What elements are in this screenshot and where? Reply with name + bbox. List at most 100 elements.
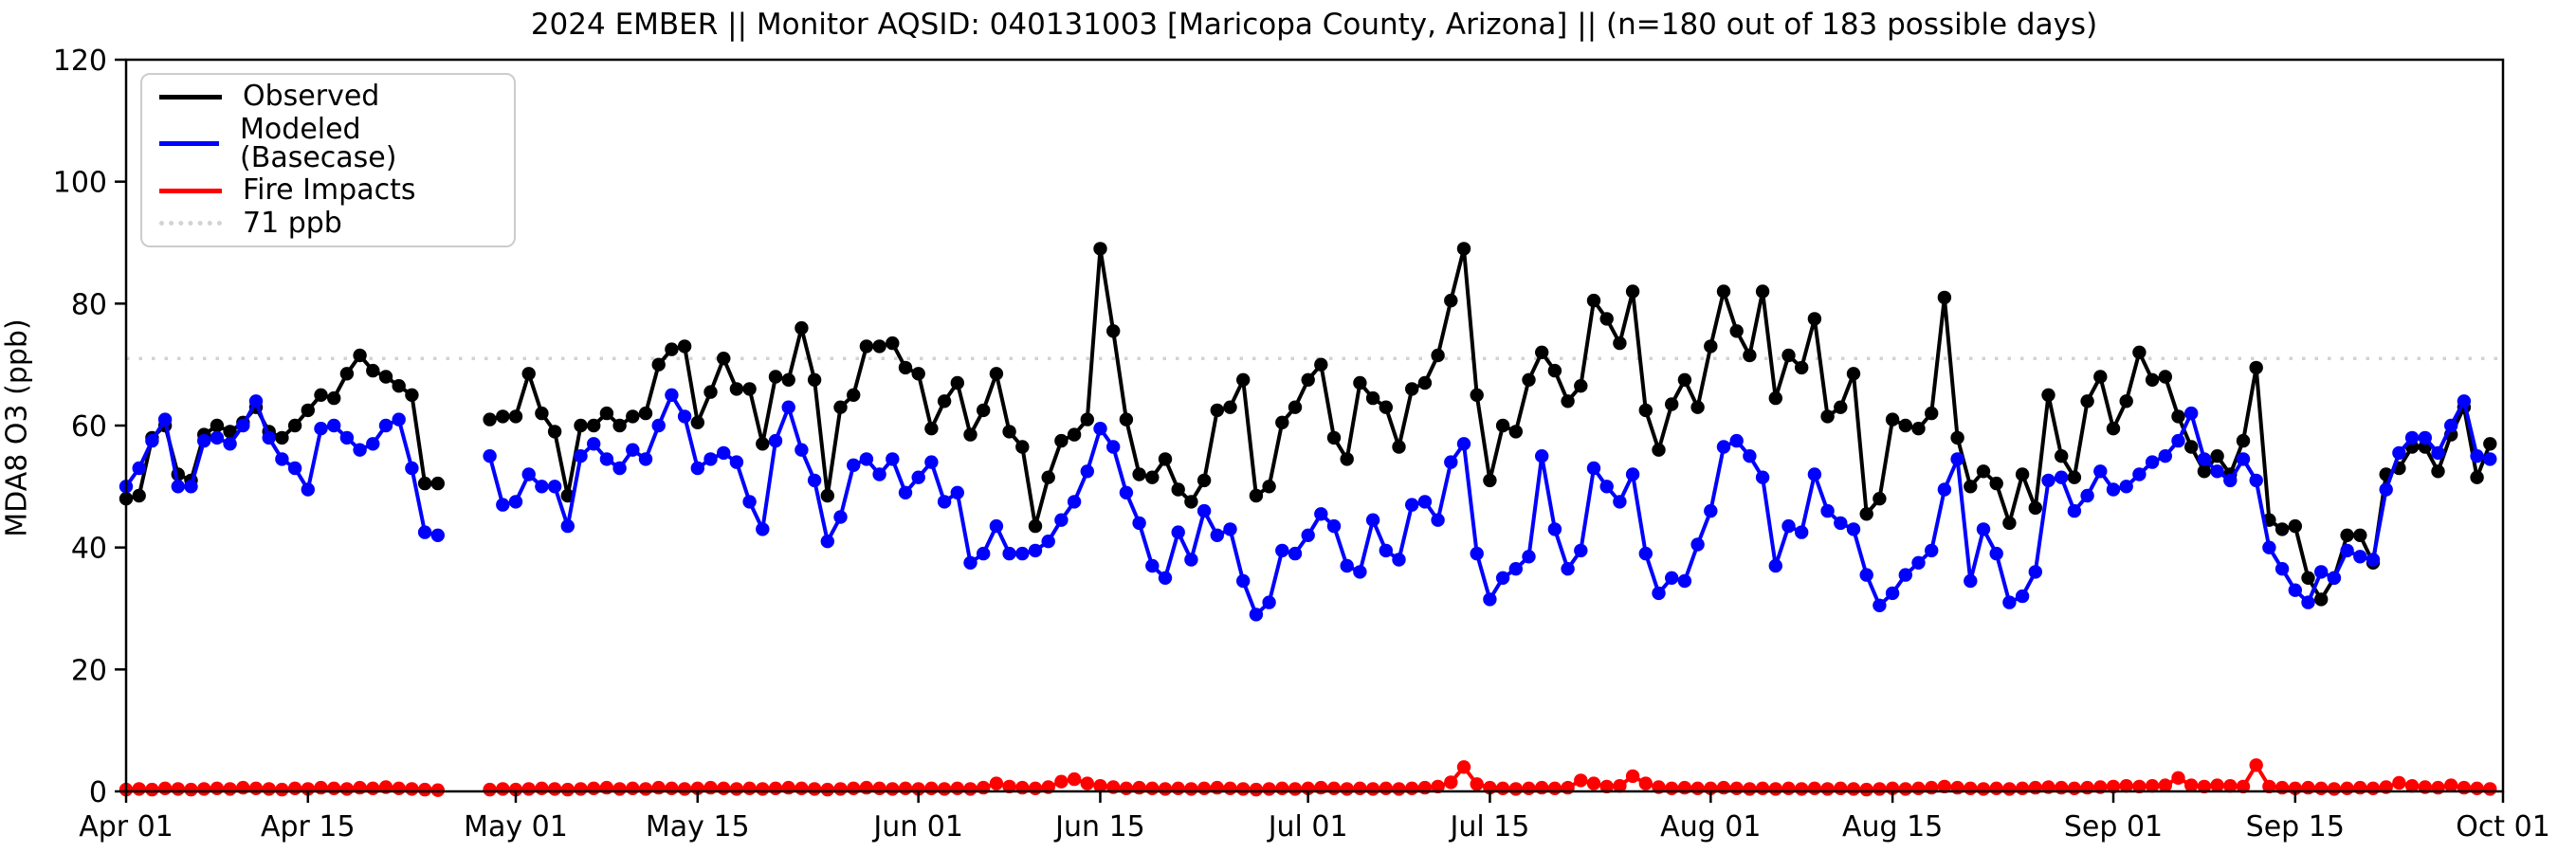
series-modeled-marker xyxy=(339,430,355,445)
series-modeled-marker xyxy=(483,449,497,463)
series-observed xyxy=(119,242,2497,607)
series-observed-marker xyxy=(1132,467,1146,481)
series-observed-marker xyxy=(1547,363,1562,378)
fire-line-icon xyxy=(159,188,222,193)
series-observed-marker xyxy=(1898,418,1913,433)
series-modeled-marker xyxy=(2145,455,2160,469)
series-modeled-marker xyxy=(2106,482,2121,497)
series-observed-marker xyxy=(1093,242,1107,256)
series-fire-marker xyxy=(795,781,809,795)
series-fire-marker xyxy=(145,782,159,797)
series-modeled-marker xyxy=(314,422,328,436)
series-observed-marker xyxy=(1729,324,1744,338)
series-observed-marker xyxy=(1859,507,1873,521)
y-axis-title: MDA8 O3 (ppb) xyxy=(0,318,34,537)
series-fire-marker xyxy=(1197,781,1212,795)
series-observed-marker xyxy=(677,339,692,354)
series-fire-marker xyxy=(1781,781,1796,795)
series-fire-marker xyxy=(327,781,341,795)
series-fire-marker xyxy=(833,782,848,796)
series-fire-marker xyxy=(1522,781,1536,795)
series-fire-marker xyxy=(1989,781,2003,795)
series-fire-marker xyxy=(508,782,523,797)
series-observed-marker xyxy=(1365,390,1380,406)
series-observed-marker xyxy=(2106,422,2121,436)
series-fire-marker xyxy=(1470,777,1484,791)
series-modeled-marker xyxy=(1444,455,1458,469)
series-modeled-marker xyxy=(236,418,250,433)
series-modeled-marker xyxy=(171,480,185,494)
series-observed-marker xyxy=(1522,372,1536,387)
series-modeled-marker xyxy=(2418,430,2432,445)
series-modeled-marker xyxy=(1093,422,1107,436)
series-observed-marker xyxy=(1405,382,1419,396)
series-observed-marker xyxy=(417,476,432,491)
y-tick-label: 80 xyxy=(71,288,107,321)
series-observed-marker xyxy=(1067,427,1082,442)
series-modeled-marker xyxy=(1236,573,1251,589)
series-modeled-marker xyxy=(2119,480,2133,494)
series-observed-marker xyxy=(2171,409,2185,424)
series-modeled-marker xyxy=(574,449,588,463)
series-observed-marker xyxy=(742,382,757,396)
series-fire-marker xyxy=(2158,778,2172,792)
series-observed-marker xyxy=(1249,488,1264,503)
series-observed-marker xyxy=(392,379,406,393)
series-fire-marker xyxy=(1613,779,1627,793)
series-fire-marker xyxy=(1392,782,1406,796)
series-observed-marker xyxy=(717,352,731,366)
series-observed-marker xyxy=(1015,440,1030,454)
series-modeled-marker xyxy=(638,452,653,466)
legend-item-modeled: Modeled (Basecase) xyxy=(142,112,514,174)
series-modeled-marker xyxy=(2197,452,2212,466)
series-modeled-marker xyxy=(1599,480,1614,494)
series-observed-marker xyxy=(1561,394,1575,408)
series-observed-marker xyxy=(1288,400,1303,414)
series-observed-marker xyxy=(1028,518,1043,534)
series-modeled-marker xyxy=(1665,571,1679,585)
series-fire-marker xyxy=(1755,781,1770,795)
y-tick-label: 100 xyxy=(53,167,107,200)
series-modeled-marker xyxy=(924,455,939,469)
x-tick-label: May 01 xyxy=(464,810,568,844)
series-fire-marker xyxy=(1184,782,1198,796)
series-observed-marker xyxy=(1834,400,1848,414)
series-observed-marker xyxy=(2015,467,2030,481)
series-fire-marker xyxy=(1898,782,1913,796)
series-observed-marker xyxy=(1704,339,1718,354)
series-fire-marker xyxy=(1690,781,1705,795)
series-fire-marker xyxy=(847,781,861,795)
series-fire-marker xyxy=(2197,779,2212,794)
series-fire-marker xyxy=(729,782,744,796)
series-modeled-marker xyxy=(1041,535,1055,549)
series-modeled-marker xyxy=(872,467,886,481)
legend-label: Modeled (Basecase) xyxy=(240,112,397,174)
x-tick-label: Sep 01 xyxy=(2064,810,2163,844)
series-observed-marker xyxy=(1444,293,1458,308)
series-fire-marker xyxy=(1873,782,1887,796)
series-fire-marker xyxy=(1508,782,1524,796)
series-modeled-marker xyxy=(1483,592,1497,607)
series-modeled-marker xyxy=(1132,516,1146,531)
series-observed-marker xyxy=(2340,528,2354,542)
series-fire-marker xyxy=(2262,779,2276,794)
series-observed-marker xyxy=(703,385,718,399)
series-observed-marker xyxy=(275,430,289,445)
series-modeled-marker xyxy=(2249,473,2263,488)
series-modeled-marker xyxy=(2015,589,2030,604)
series-modeled-marker xyxy=(535,480,549,494)
series-observed-marker xyxy=(574,418,588,433)
series-modeled-marker xyxy=(1288,546,1303,561)
series-modeled-marker xyxy=(807,473,822,488)
series-observed-marker xyxy=(2483,437,2497,451)
series-fire-marker xyxy=(677,782,692,796)
series-modeled-marker xyxy=(1989,546,2003,561)
series-modeled-marker xyxy=(1417,495,1433,509)
series-modeled-marker xyxy=(2158,449,2172,463)
series-modeled-marker xyxy=(1301,528,1315,542)
series-modeled-marker xyxy=(2080,488,2094,503)
series-modeled-marker xyxy=(547,480,562,494)
series-modeled-marker xyxy=(1210,528,1225,542)
series-fire-marker xyxy=(937,782,952,796)
series-modeled-marker xyxy=(612,461,627,476)
